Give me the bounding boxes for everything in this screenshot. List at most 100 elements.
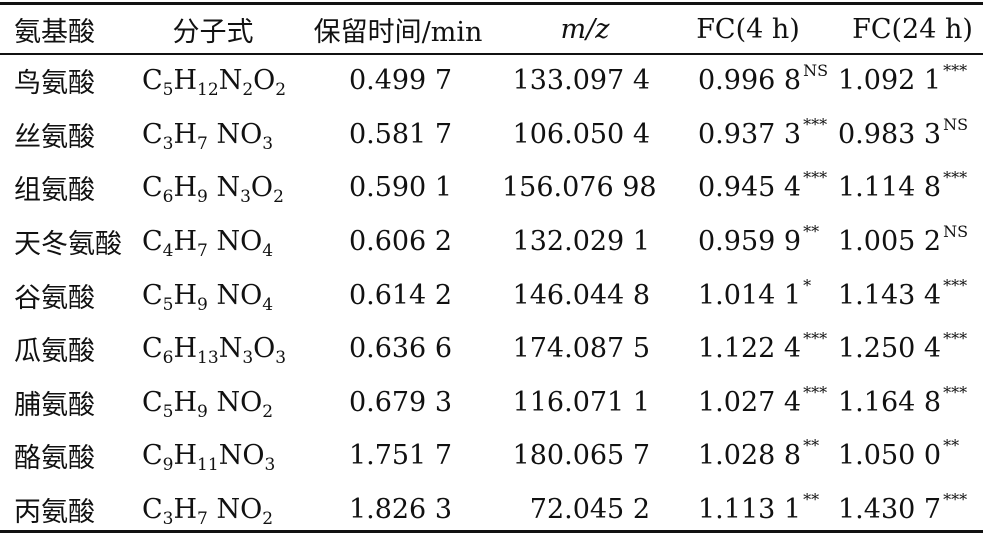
fc-4h-value: 0.945 4	[698, 172, 802, 204]
fc-24h-value: 1.430 7	[838, 494, 942, 526]
formula-element: H	[173, 118, 198, 150]
fc-24h: 1.143 4 ***	[828, 268, 983, 322]
molecular-formula: C6H9 N3O2	[132, 161, 294, 215]
formula-element: N	[207, 118, 241, 150]
table-row: 鸟氨酸 C5H12N2O2 0.499 7 133.097 4 0.996 8 NS 1.0…	[0, 54, 983, 108]
formula-element: N	[218, 65, 243, 97]
fc-24h-value: 0.983 3	[838, 118, 942, 150]
fc-24h-significance: ***	[943, 329, 968, 349]
formula-element: O	[240, 118, 263, 150]
table-row: 丝氨酸 C3H7 NO3 0.581 7 106.050 4 0.937 3 *** 0.9…	[0, 108, 983, 162]
formula-subscript: 3	[240, 187, 251, 208]
fc-24h: 0.983 3 NS	[828, 108, 983, 162]
molecular-formula: C5H12N2O2	[132, 54, 294, 108]
formula-subscript: 5	[162, 294, 174, 315]
retention-time: 0.590 1	[348, 172, 452, 204]
formula-element: O	[240, 279, 263, 311]
fc-24h: 1.005 2 NS	[828, 215, 983, 269]
formula-subscript: 12	[197, 80, 219, 101]
formula-subscript: 5	[162, 80, 174, 101]
formula-element: H	[173, 65, 198, 97]
formula-element: N	[207, 172, 241, 204]
molecular-formula: C3H7 NO2	[132, 483, 294, 536]
fc-4h-significance: ***	[803, 382, 828, 402]
formula-element: O	[242, 440, 265, 472]
formula-element: H	[173, 226, 198, 258]
formula-subscript: 3	[262, 133, 274, 154]
fc-4h-value: 1.028 8	[698, 440, 802, 472]
formula-element: H	[173, 172, 198, 204]
header-retention: 保留时间/min	[313, 16, 483, 48]
table-top-rule	[0, 2, 983, 5]
formula-subscript: 4	[262, 241, 274, 262]
table-header-rule	[0, 53, 983, 55]
formula-subscript: 2	[275, 80, 287, 101]
formula-element: H	[173, 333, 198, 365]
header-formula: 分子式	[172, 16, 254, 48]
fc-4h-significance: ***	[803, 329, 828, 349]
formula-subscript: 5	[162, 401, 174, 422]
amino-acid-name: 谷氨酸	[14, 282, 95, 314]
fc-24h: 1.164 8 ***	[828, 376, 983, 430]
fc-24h: 1.050 0 **	[828, 429, 983, 483]
formula-subscript: 13	[197, 348, 219, 369]
formula-subscript: 6	[162, 348, 174, 369]
fc-4h: 1.027 4 ***	[668, 376, 828, 430]
formula-element: C	[142, 118, 163, 150]
fc-4h: 0.937 3 ***	[668, 108, 828, 162]
mz-value: 146.044 8	[512, 279, 650, 311]
formula-subscript: 6	[162, 187, 174, 208]
header-mz: m/z	[560, 13, 610, 45]
fc-4h: 0.959 9 **	[668, 215, 828, 269]
formula-element: N	[218, 440, 243, 472]
fc-4h-value: 1.122 4	[698, 333, 802, 365]
retention-time: 0.614 2	[348, 279, 452, 311]
mz-value: 132.029 1	[512, 226, 650, 258]
amino-acid-name: 天冬氨酸	[14, 229, 122, 261]
amino-acid-table: 氨基酸 分子式 保留时间/min m/z FC(4 h) FC(24 h) 鸟氨…	[0, 4, 983, 536]
mz-value: 106.050 4	[512, 118, 650, 150]
fc-4h-significance: **	[803, 490, 820, 510]
table-row: 瓜氨酸 C6H13N3O3 0.636 6 174.087 5 1.122 4 *** 1.…	[0, 322, 983, 376]
formula-element: C	[142, 172, 163, 204]
fc-4h-significance: *	[803, 275, 812, 295]
fc-4h-significance: **	[803, 436, 820, 456]
amino-acid-name: 丝氨酸	[14, 121, 95, 153]
formula-element: H	[173, 386, 198, 418]
fc-24h-significance: ***	[943, 168, 968, 188]
formula-subscript: 3	[264, 455, 276, 476]
formula-element: C	[142, 226, 163, 258]
formula-element: O	[253, 333, 276, 365]
formula-subscript: 7	[197, 241, 208, 262]
header-fc24: FC(24 h)	[852, 13, 973, 45]
formula-subscript: 3	[162, 133, 174, 154]
formula-subscript: 9	[197, 187, 208, 208]
amino-acid-name: 鸟氨酸	[14, 68, 95, 100]
formula-element: H	[173, 440, 198, 472]
molecular-formula: C3H7 NO3	[132, 108, 294, 162]
table-row: 酪氨酸 C9H11NO3 1.751 7 180.065 7 1.028 8 ** 1.05…	[0, 429, 983, 483]
formula-element: N	[207, 494, 241, 526]
formula-subscript: 2	[242, 80, 254, 101]
table-row: 脯氨酸 C5H9 NO2 0.679 3 116.071 1 1.027 4 *** 1.1…	[0, 376, 983, 430]
fc-24h-significance: **	[943, 436, 960, 456]
formula-subscript: 3	[162, 509, 174, 530]
fc-4h: 1.122 4 ***	[668, 322, 828, 376]
header-row: 氨基酸 分子式 保留时间/min m/z FC(4 h) FC(24 h)	[0, 4, 983, 54]
fc-24h-value: 1.164 8	[838, 386, 942, 418]
formula-element: O	[240, 386, 263, 418]
table-row: 丙氨酸 C3H7 NO2 1.826 3 72.045 2 1.113 1 ** 1.430…	[0, 483, 983, 536]
table-bottom-rule	[0, 530, 983, 533]
formula-element: H	[173, 494, 198, 526]
fc-4h-value: 1.027 4	[698, 386, 802, 418]
formula-element: C	[142, 440, 163, 472]
fc-24h-value: 1.143 4	[838, 279, 942, 311]
formula-subscript: 9	[162, 455, 174, 476]
fc-4h-significance: NS	[803, 61, 829, 81]
table-row: 组氨酸 C6H9 N3O2 0.590 1 156.076 98 0.945 4 *** 1…	[0, 161, 983, 215]
retention-time: 1.751 7	[348, 440, 452, 472]
formula-subscript: 4	[162, 241, 174, 262]
fc-24h-significance: ***	[943, 275, 968, 295]
fc-24h-significance: ***	[943, 61, 968, 81]
fc-24h-value: 1.050 0	[838, 440, 942, 472]
